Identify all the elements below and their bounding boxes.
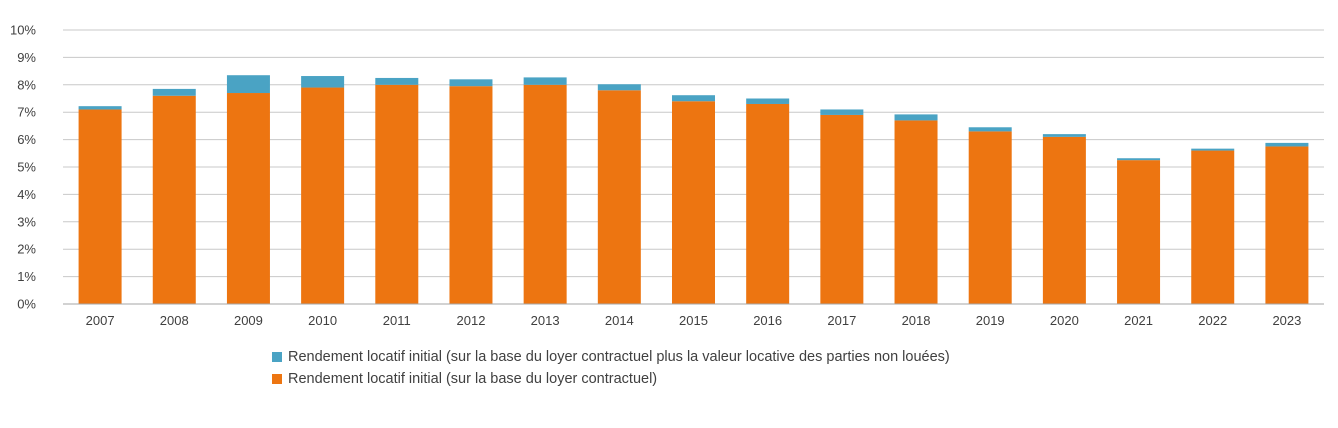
bar-contractual-2015 [672,101,715,305]
bar-unlet-2010 [301,76,345,88]
x-tick-label: 2010 [308,313,337,328]
x-tick-label: 2012 [457,313,486,328]
bar-contractual-2010 [301,87,345,304]
bar-contractual-2018 [894,120,938,304]
bar-contractual-2009 [226,93,270,305]
bar-contractual-2020 [1042,136,1086,304]
y-tick-label: 9% [17,50,36,65]
bar-contractual-2008 [152,95,196,304]
bar-unlet-2015 [672,95,715,102]
bar-unlet-2011 [375,77,419,85]
x-tick-label: 2008 [160,313,189,328]
y-tick-label: 8% [17,77,36,92]
y-tick-label: 4% [17,187,36,202]
x-tick-label: 2017 [827,313,856,328]
bar-contractual-2017 [820,114,864,304]
bar-unlet-2019 [968,127,1012,132]
bar-unlet-2007 [78,106,122,110]
bar-unlet-2014 [597,84,641,91]
y-tick-label: 0% [17,297,36,312]
y-tick-label: 6% [17,132,36,147]
x-tick-label: 2013 [531,313,560,328]
bar-unlet-2021 [1117,158,1161,161]
bar-unlet-2013 [523,77,567,85]
bar-contractual-2013 [523,84,567,304]
bar-unlet-2020 [1042,134,1086,137]
x-tick-label: 2015 [679,313,708,328]
bar-unlet-2023 [1265,142,1309,147]
bars [78,75,1309,305]
x-tick-label: 2014 [605,313,634,328]
x-tick-label: 2021 [1124,313,1153,328]
bar-contractual-2023 [1265,146,1309,304]
x-tick-label: 2016 [753,313,782,328]
y-tick-label: 3% [17,214,36,229]
legend-swatch-contractual [272,374,282,384]
y-tick-label: 2% [17,242,36,257]
legend-swatch-total [272,352,282,362]
bar-contractual-2016 [746,103,790,304]
y-tick-label: 7% [17,105,36,120]
bar-contractual-2007 [78,109,122,305]
y-tick-label: 5% [17,160,36,175]
bar-unlet-2022 [1191,148,1235,151]
legend-item-total: Rendement locatif initial (sur la base d… [272,346,950,368]
bar-unlet-2009 [226,75,270,94]
x-tick-label: 2019 [976,313,1005,328]
bar-unlet-2018 [894,114,938,121]
y-tick-label: 10% [10,23,36,38]
bar-contractual-2021 [1117,160,1161,304]
bar-chart: 0% 1% 2% 3% 4% 5% 6% 7% 8% 9% 10% 2007 2008 2009 2010… [10,23,1324,328]
legend-item-contractual: Rendement locatif initial (sur la base d… [272,368,950,390]
x-tick-label: 2022 [1198,313,1227,328]
x-tick-label: 2009 [234,313,263,328]
bar-contractual-2014 [597,90,641,304]
y-axis-ticks: 0% 1% 2% 3% 4% 5% 6% 7% 8% 9% 10% [10,23,36,312]
x-axis-ticks: 2007 2008 2009 2010 2011 2012 2013 2014 2015 2016… [86,313,1302,328]
legend-label-total: Rendement locatif initial (sur la base d… [288,349,950,365]
x-tick-label: 2007 [86,313,115,328]
bar-unlet-2017 [820,109,864,115]
x-tick-label: 2023 [1272,313,1301,328]
legend: Rendement locatif initial (sur la base d… [272,346,950,390]
bar-contractual-2019 [968,131,1012,304]
bar-contractual-2012 [449,86,493,304]
bar-contractual-2022 [1191,150,1235,304]
bar-contractual-2011 [375,84,419,304]
bar-unlet-2016 [746,98,790,104]
legend-label-contractual: Rendement locatif initial (sur la base d… [288,371,658,387]
bar-unlet-2012 [449,79,493,87]
y-tick-label: 1% [17,269,36,284]
x-tick-label: 2011 [383,313,411,328]
bar-unlet-2008 [152,88,196,96]
x-tick-label: 2018 [902,313,931,328]
x-tick-label: 2020 [1050,313,1079,328]
